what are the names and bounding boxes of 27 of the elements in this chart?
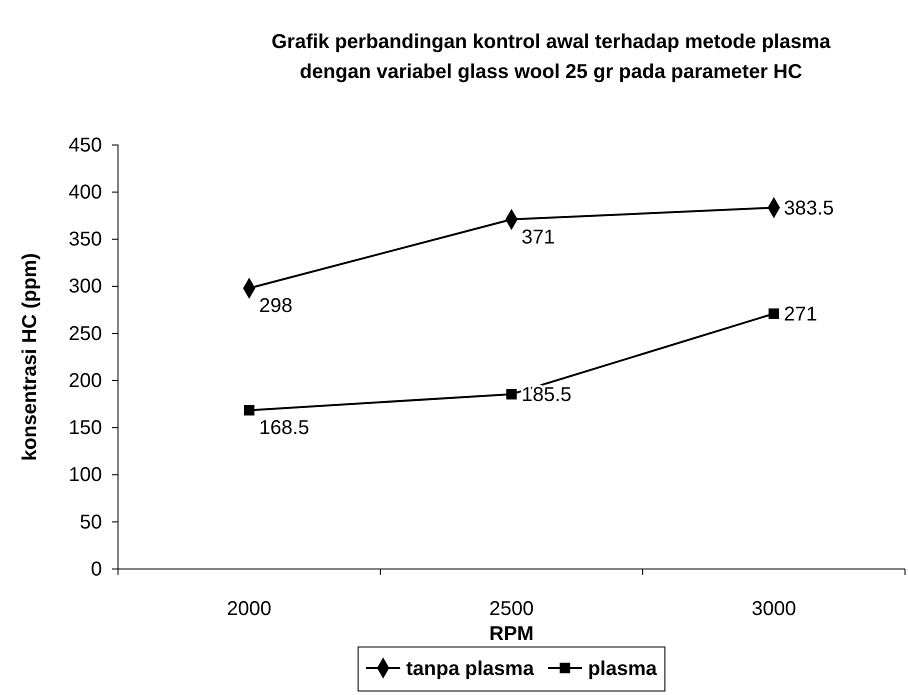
x-tick-label: 2000 <box>226 598 272 620</box>
x-tick-label: 3000 <box>752 598 796 620</box>
y-tick-label: 400 <box>68 182 102 204</box>
point <box>244 404 254 416</box>
y-tick-label: 0 <box>90 558 102 580</box>
y-axis-title: konsentrasi HC (ppm) <box>19 253 41 461</box>
y-tick-label: 300 <box>68 276 102 298</box>
legend-label: tanpa plasma <box>406 658 535 680</box>
data-label: 271 <box>784 304 818 326</box>
y-tick-label: 200 <box>68 370 102 392</box>
legend-label: plasma <box>588 658 658 680</box>
chart-title: Grafik perbandingan kontrol awal terhadap metode plasma dengan variabel glass wool 25 gr pada parameter HC <box>271 31 832 83</box>
point <box>506 388 517 400</box>
data-label: 185.5 <box>522 384 572 406</box>
data-label: 298 <box>259 295 293 318</box>
x-axis-title: RPM <box>489 623 534 645</box>
y-tick-label: 450 <box>68 134 102 156</box>
data-label: 168.5 <box>259 417 310 440</box>
y-tick-label: 50 <box>80 511 102 534</box>
y-tick-label: 100 <box>68 464 102 486</box>
x-tick-label: 2500 <box>489 598 534 620</box>
y-tick-label: 250 <box>68 322 102 345</box>
y-tick-label: 150 <box>68 417 102 440</box>
point <box>768 308 780 319</box>
data-label: 371 <box>522 226 555 248</box>
data-label: 383.5 <box>784 198 834 220</box>
y-tick-label: 350 <box>68 228 102 251</box>
